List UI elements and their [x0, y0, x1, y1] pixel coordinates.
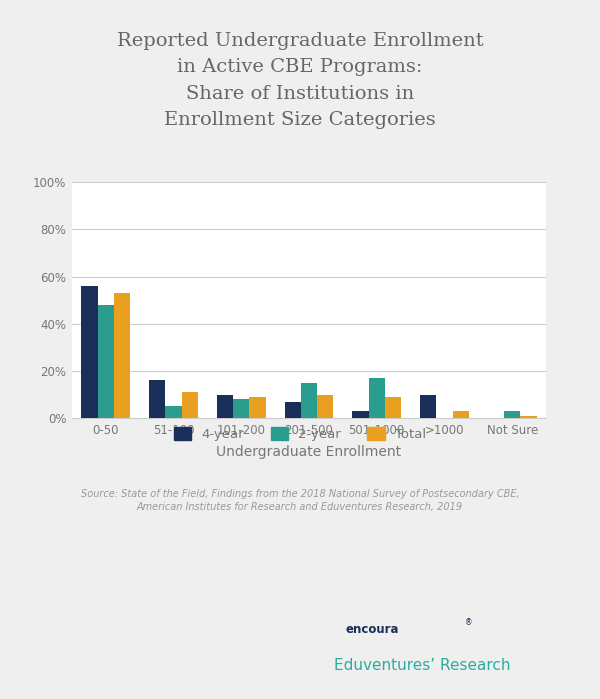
Bar — [82, 286, 98, 418]
Bar — [317, 395, 334, 418]
X-axis label: Undergraduate Enrollment: Undergraduate Enrollment — [217, 445, 401, 459]
Text: Eduventures’ Research: Eduventures’ Research — [334, 658, 511, 672]
Bar — [352, 411, 368, 418]
Bar — [149, 380, 166, 418]
Bar — [385, 397, 401, 418]
Bar — [182, 392, 198, 418]
Bar — [368, 378, 385, 418]
Bar — [452, 411, 469, 418]
Bar — [250, 397, 266, 418]
Bar — [233, 399, 250, 418]
Bar — [284, 402, 301, 418]
Bar — [301, 383, 317, 418]
Bar — [98, 305, 114, 418]
Text: Source: State of the Field, Findings from the 2018 National Survey of Postsecond: Source: State of the Field, Findings fro… — [80, 489, 520, 512]
Bar — [114, 293, 130, 418]
Bar — [217, 395, 233, 418]
Bar — [166, 407, 182, 418]
Legend: 4-year, 2-year, Total: 4-year, 2-year, Total — [169, 421, 431, 446]
Bar — [504, 411, 520, 418]
Text: encoura: encoura — [345, 624, 398, 636]
Text: ®: ® — [465, 619, 473, 628]
Text: Reported Undergraduate Enrollment
in Active CBE Programs:
Share of Institutions : Reported Undergraduate Enrollment in Act… — [116, 32, 484, 129]
Bar — [420, 395, 436, 418]
Bar — [520, 416, 536, 418]
